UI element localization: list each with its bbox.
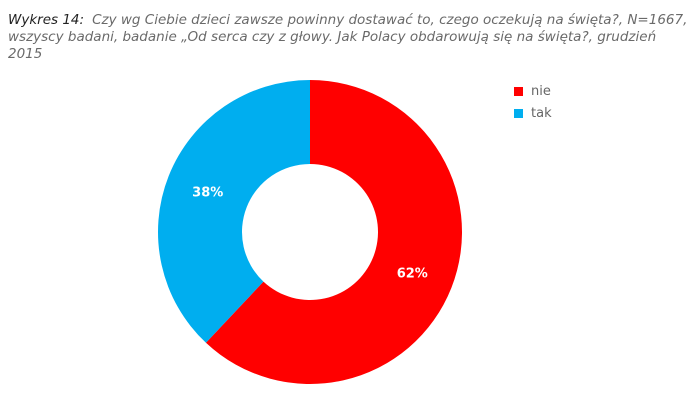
donut-slice-nie <box>205 80 463 384</box>
slice-label-nie: 62% <box>397 266 428 281</box>
legend-swatch-nie <box>514 86 523 96</box>
legend-item-tak: tak <box>514 102 552 124</box>
legend: nie tak <box>514 80 552 124</box>
chart-caption: Wykres 14: Czy wg Ciebie dzieci zawsze po… <box>8 12 692 63</box>
legend-swatch-tak <box>514 108 523 118</box>
donut-slice-tak <box>158 80 310 343</box>
caption-text: Czy wg Ciebie dzieci zawsze powinny dost… <box>8 12 688 62</box>
slice-label-tak: 38% <box>192 186 223 201</box>
legend-label-tak: tak <box>531 105 552 121</box>
legend-label-nie: nie <box>531 83 551 99</box>
caption-label: Wykres 14: <box>8 12 85 28</box>
legend-item-nie: nie <box>514 80 552 102</box>
